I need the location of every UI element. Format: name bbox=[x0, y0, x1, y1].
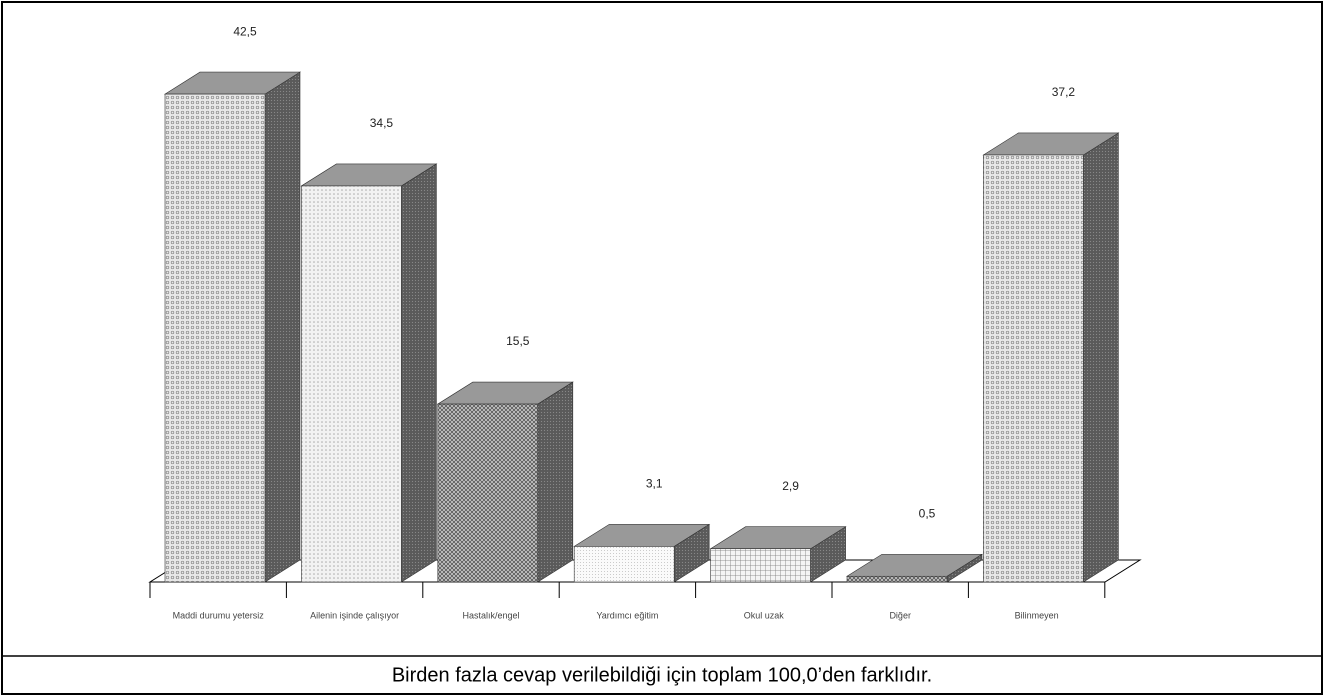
bar-front bbox=[710, 548, 811, 583]
bar-side bbox=[1083, 132, 1119, 583]
x-tick-label: Maddi durumu yetersiz bbox=[173, 610, 265, 620]
value-label: 42,5 bbox=[233, 24, 257, 38]
value-label: 34,5 bbox=[370, 116, 394, 130]
bar-front bbox=[301, 185, 402, 583]
x-tick-label: Okul uzak bbox=[744, 610, 785, 620]
x-tick-label: Yardımcı eğitim bbox=[596, 610, 658, 620]
value-label: 2,9 bbox=[782, 479, 799, 493]
bar-side bbox=[264, 71, 301, 583]
value-label: 3,1 bbox=[646, 477, 663, 491]
x-tick-label: Hastalık/engel bbox=[462, 610, 519, 620]
bar-side bbox=[537, 381, 574, 583]
bar bbox=[845, 553, 984, 583]
bar bbox=[709, 526, 847, 583]
bar bbox=[163, 71, 302, 583]
x-tick-label: Diğer bbox=[889, 610, 911, 620]
value-label: 15,5 bbox=[506, 334, 530, 348]
bar-front bbox=[573, 546, 675, 583]
bar bbox=[573, 523, 711, 583]
bar bbox=[982, 132, 1120, 583]
x-tick-label: Bilinmeyen bbox=[1015, 610, 1059, 620]
x-tick-label: Ailenin işinde çalışıyor bbox=[310, 610, 399, 620]
value-label: 0,5 bbox=[919, 506, 936, 520]
value-label: 37,2 bbox=[1052, 85, 1076, 99]
bar-side bbox=[401, 163, 437, 583]
bar-front bbox=[846, 575, 948, 583]
bar-front bbox=[164, 93, 266, 583]
bar bbox=[436, 381, 574, 583]
bar bbox=[300, 163, 438, 583]
bar-front bbox=[983, 154, 1084, 583]
footnote: Birden fazla cevap verilebildiği için to… bbox=[392, 664, 932, 686]
bar-front bbox=[437, 403, 539, 583]
